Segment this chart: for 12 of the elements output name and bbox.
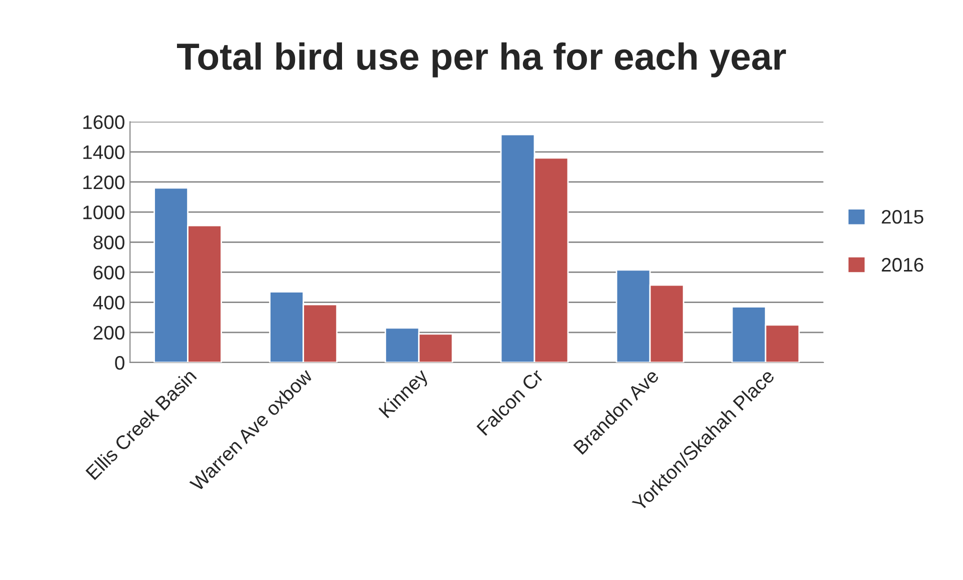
y-tick-label: 1000 [83,206,124,220]
legend-label: 2016 [882,258,924,272]
y-tick-label: 200 [94,326,124,340]
y-tick-label: 800 [94,236,124,250]
legend-label: 2015 [882,210,924,224]
y-tick-label: 1600 [83,115,124,130]
y-tick-label: 600 [94,266,124,280]
chart-title: Total bird use per ha for each year [176,42,786,78]
y-tick-label: 1400 [83,145,124,160]
y-tick-label: 400 [93,296,124,310]
y-tick-label: 0 [115,356,124,370]
y-tick-label: 1200 [83,175,124,190]
